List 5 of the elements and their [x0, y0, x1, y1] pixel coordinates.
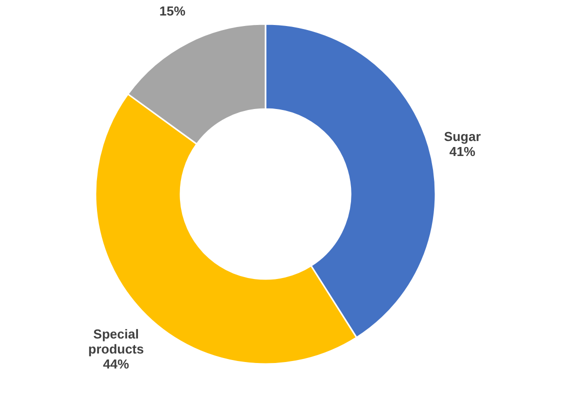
slice-label: Sugar [444, 128, 481, 144]
data-label: 15% [159, 3, 186, 18]
slice-label: Special products [88, 326, 144, 356]
data-label: 41% [449, 144, 476, 159]
data-label: 44% [103, 356, 130, 372]
